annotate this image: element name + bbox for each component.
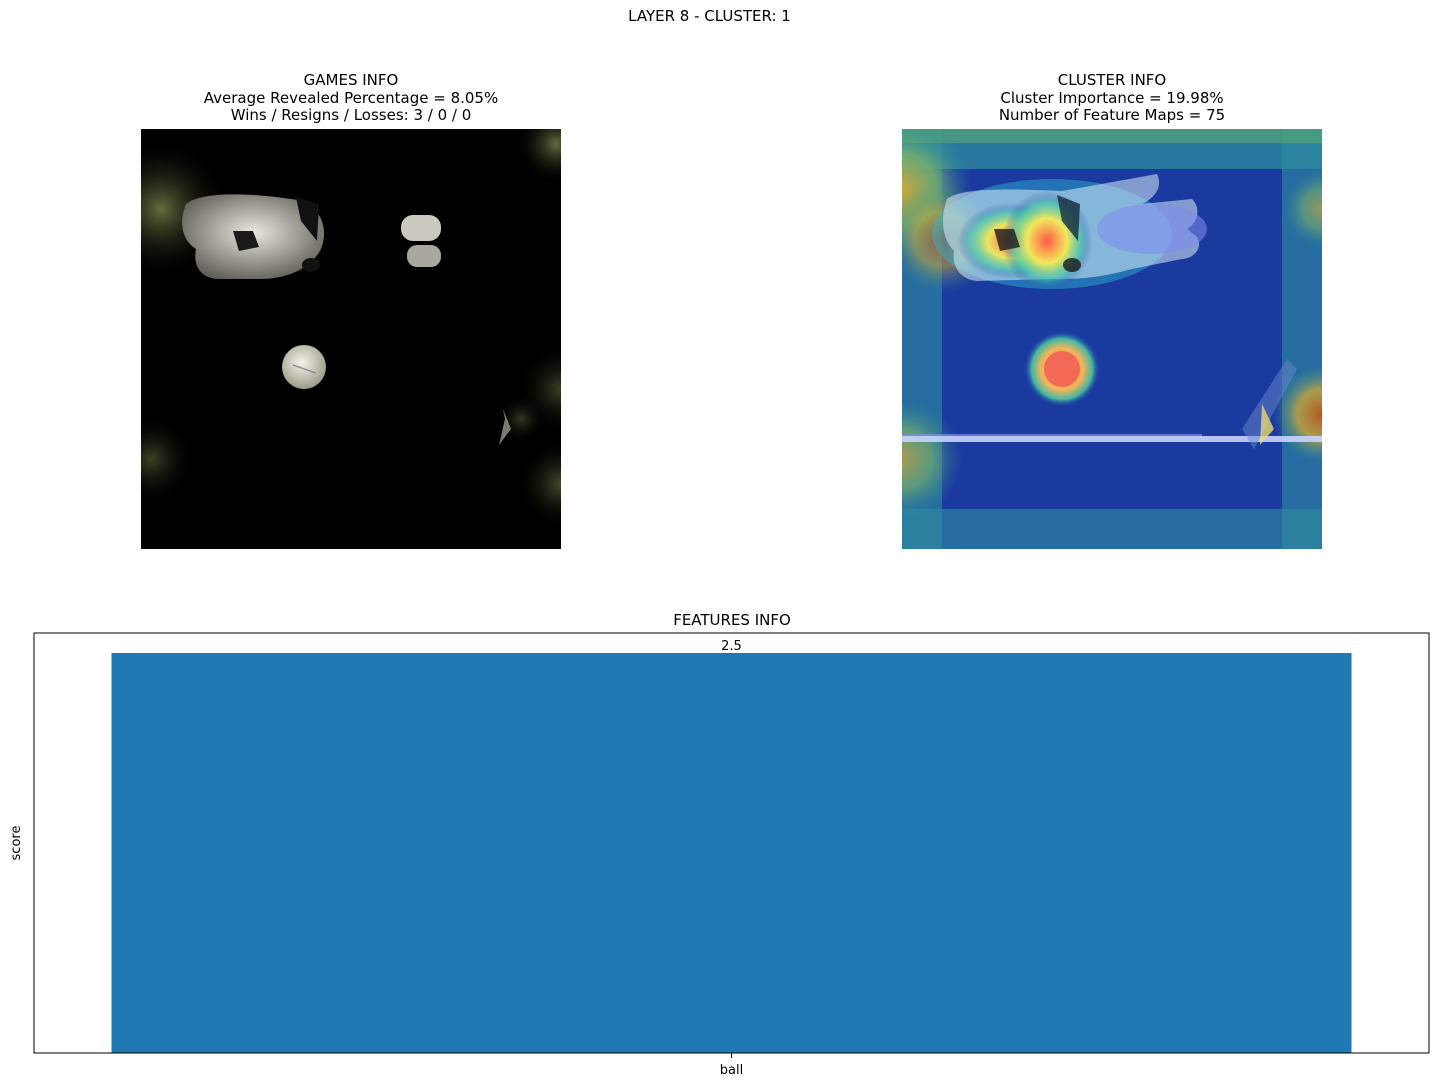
bar-value-label-ball: 2.5 [721, 639, 742, 654]
wins-resigns-losses: Wins / Resigns / Losses: 3 / 0 / 0 [230, 106, 472, 124]
bar-ball [111, 653, 1352, 1053]
features-bar-chart: 2.5 ball score [9, 632, 1430, 1078]
average-revealed-percentage: Average Revealed Percentage = 8.05% [203, 88, 499, 107]
features-info-title: FEATURES INFO [673, 611, 791, 629]
cluster-saliency-heatmap-image [902, 129, 1322, 549]
games-info-title: GAMES INFO [303, 71, 399, 89]
cluster-info-title: CLUSTER INFO [1057, 71, 1167, 89]
cluster-info-title-block: CLUSTER INFO Cluster Importance = 19.98%… [902, 71, 1322, 125]
masked-game-frame-image [141, 129, 561, 549]
x-tick-label-ball: ball [720, 1063, 743, 1078]
cluster-importance: Cluster Importance = 19.98% [1000, 88, 1224, 107]
games-info-title-block: GAMES INFO Average Revealed Percentage =… [141, 71, 561, 125]
y-axis-label: score [9, 826, 24, 861]
figure-title: LAYER 8 - CLUSTER: 1 [628, 7, 791, 25]
plot-frame [33, 632, 1430, 1054]
feature-maps-count: Number of Feature Maps = 75 [998, 106, 1226, 124]
